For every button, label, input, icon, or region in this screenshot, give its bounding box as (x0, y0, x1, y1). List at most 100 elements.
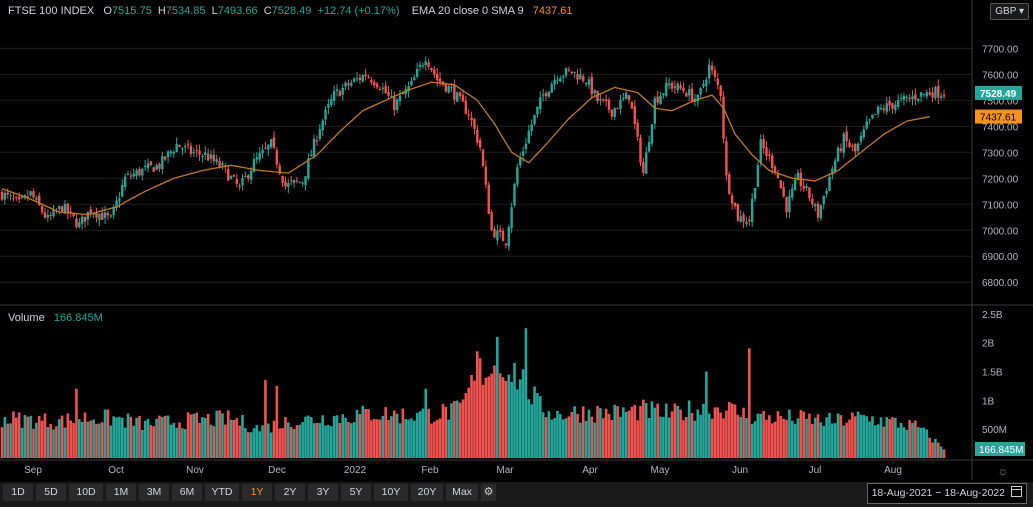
volume-bar (0, 427, 4, 458)
volume-bar (60, 415, 64, 458)
volume-bar (541, 412, 545, 458)
range-button-ytd[interactable]: YTD (205, 484, 239, 501)
candle-body (32, 191, 35, 198)
range-button-5y[interactable]: 5Y (341, 484, 371, 501)
range-button-6m[interactable]: 6M (172, 484, 202, 501)
candle-body (539, 97, 542, 110)
candle-body (106, 212, 110, 216)
currency-dropdown[interactable]: GBP ▾ (990, 3, 1029, 20)
candle-body (335, 89, 339, 92)
range-button-1d[interactable]: 1D (3, 484, 33, 501)
time-tick-label: Feb (421, 465, 439, 476)
candle-body (152, 167, 155, 172)
price-tick-label: 7100.00 (982, 200, 1019, 211)
volume-bar (622, 407, 625, 458)
volume-bar (318, 423, 322, 458)
volume-bar (255, 425, 259, 458)
volume-bar (43, 413, 47, 458)
range-button-20y[interactable]: 20Y (411, 484, 443, 501)
candle-body (453, 85, 456, 100)
volume-bar (719, 412, 722, 458)
candle-body (89, 209, 92, 214)
candle-body (868, 119, 871, 121)
candles (0, 56, 946, 251)
volume-bar (421, 408, 425, 458)
date-range-picker[interactable]: 18-Aug-2021 − 18-Aug-2022 (866, 483, 1027, 504)
volume-bar (679, 409, 682, 458)
candle-body (836, 148, 840, 162)
volume-bar (673, 403, 677, 458)
range-button-2y[interactable]: 2Y (275, 484, 305, 501)
volume-bar (570, 412, 574, 458)
volume-bar (435, 419, 439, 458)
volume-bar (564, 418, 568, 458)
candle-body (315, 140, 319, 142)
volume-bar (484, 377, 488, 458)
candle-body (630, 101, 634, 109)
volume-bar (335, 415, 339, 458)
candle-body (347, 83, 350, 86)
candle-body (15, 196, 18, 198)
date-range-label: 18-Aug-2021 − 18-Aug-2022 (871, 487, 1005, 499)
volume-bar (410, 418, 413, 458)
candle-body (647, 142, 651, 152)
range-button-10d[interactable]: 10D (69, 484, 103, 501)
volume-bar (112, 416, 115, 458)
candle-body (418, 64, 422, 67)
chevron-down-icon: ▾ (1018, 6, 1024, 17)
candle-body (939, 96, 943, 98)
open-label: O (103, 5, 112, 17)
volume-bar (364, 409, 367, 458)
volume-bar (822, 425, 826, 458)
candle-body (728, 174, 731, 194)
candle-body (788, 195, 791, 212)
volume-bar (312, 423, 316, 458)
candle-body (478, 140, 482, 148)
volume-bar (676, 405, 680, 458)
candle-body (931, 92, 934, 98)
volume-bar (215, 410, 219, 458)
candle-body (722, 96, 725, 139)
candle-body (0, 191, 4, 200)
gear-icon[interactable]: ⚙ (481, 484, 496, 501)
range-button-5d[interactable]: 5D (36, 484, 66, 501)
volume-bar (682, 420, 685, 458)
candle-body (636, 122, 639, 137)
candle-body (9, 195, 12, 197)
volume-bar (776, 411, 780, 458)
candle-body (169, 151, 173, 154)
volume-bar (862, 415, 866, 458)
candle-body (261, 149, 264, 154)
range-button-max[interactable]: Max (446, 484, 478, 501)
chart-canvas[interactable]: 7700.00 7600.00 7500.00 7400.00 7300.00 7200.… (0, 0, 1033, 482)
volume-bar (152, 426, 156, 458)
volume-bar (424, 388, 428, 458)
range-button-3y[interactable]: 3Y (308, 484, 338, 501)
range-button-10y[interactable]: 10Y (374, 484, 408, 501)
candle-body (891, 103, 894, 109)
volume-bar (430, 423, 433, 458)
volume-bar (295, 425, 299, 458)
volume-bar (785, 419, 788, 458)
volume-bar (696, 409, 700, 458)
time-tick-label: Sep (24, 465, 42, 476)
range-button-1m[interactable]: 1M (106, 484, 136, 501)
price-tick-label: 7200.00 (982, 174, 1019, 185)
candle-body (854, 143, 857, 152)
candle-body (662, 93, 665, 96)
candle-body (501, 231, 505, 242)
candle-body (676, 83, 679, 91)
volume-bar (9, 423, 12, 458)
candle-body (902, 95, 906, 100)
candle-body (682, 87, 685, 92)
volume-bar (415, 412, 419, 458)
volume-bar (298, 424, 302, 458)
ohlc-header: FTSE 100 INDEX O7515.75 H7534.85 L7493.6… (8, 5, 573, 17)
candle-body (72, 212, 75, 216)
candle-body (304, 176, 307, 185)
candle-body (358, 77, 362, 80)
range-button-1y[interactable]: 1Y (242, 484, 272, 501)
price-tick-label: 7500.00 (982, 96, 1019, 107)
volume-bar (894, 417, 897, 458)
range-button-3m[interactable]: 3M (139, 484, 169, 501)
